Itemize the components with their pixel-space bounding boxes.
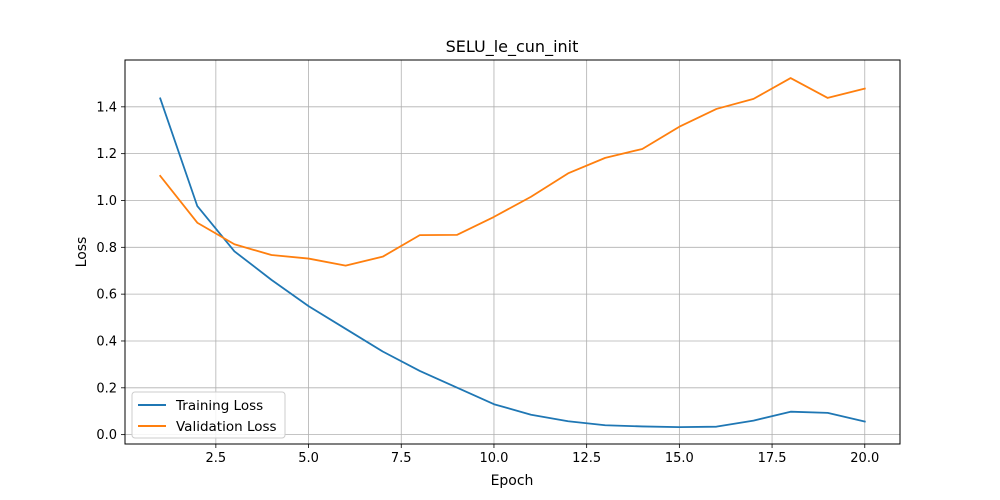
legend-label-validation-loss: Validation Loss	[176, 419, 277, 435]
x-axis-title: Epoch	[491, 473, 534, 489]
chart-title: SELU_le_cun_init	[446, 37, 579, 57]
y-tick-label: 1.4	[96, 100, 117, 115]
x-tick-label: 2.5	[206, 451, 227, 466]
y-tick-label: 0.6	[96, 288, 117, 303]
y-tick-label: 0.2	[96, 381, 117, 396]
x-tick-label: 5.0	[298, 451, 319, 466]
series-line-training-loss	[159, 97, 866, 429]
y-tick-label: 0.0	[96, 428, 117, 443]
grid	[125, 60, 900, 444]
legend-box	[131, 391, 286, 439]
series-line-validation-loss	[158, 77, 866, 267]
legend: Training Loss Validation Loss	[131, 391, 286, 439]
legend-label-training-loss: Training Loss	[175, 398, 263, 414]
y-tick-label: 0.4	[96, 334, 117, 349]
y-tick-label: 0.8	[96, 241, 117, 256]
x-tick-label: 20.0	[850, 451, 879, 466]
x-tick-label: 10.0	[479, 451, 508, 466]
series-lines	[158, 77, 866, 429]
y-tick-label: 1.2	[96, 147, 117, 162]
plot-frame	[124, 59, 901, 445]
axis-ticks: 2.5 5.0 7.5 10.0 12.5 15.0 17.5 20.0 0.0 0.2 0.4 0.…	[96, 100, 879, 466]
y-axis-title: Loss	[74, 237, 90, 268]
y-tick-label: 1.0	[96, 194, 117, 209]
x-tick-label: 17.5	[758, 451, 787, 466]
x-tick-label: 15.0	[665, 451, 694, 466]
x-tick-label: 12.5	[572, 451, 601, 466]
x-tick-label: 7.5	[391, 451, 412, 466]
